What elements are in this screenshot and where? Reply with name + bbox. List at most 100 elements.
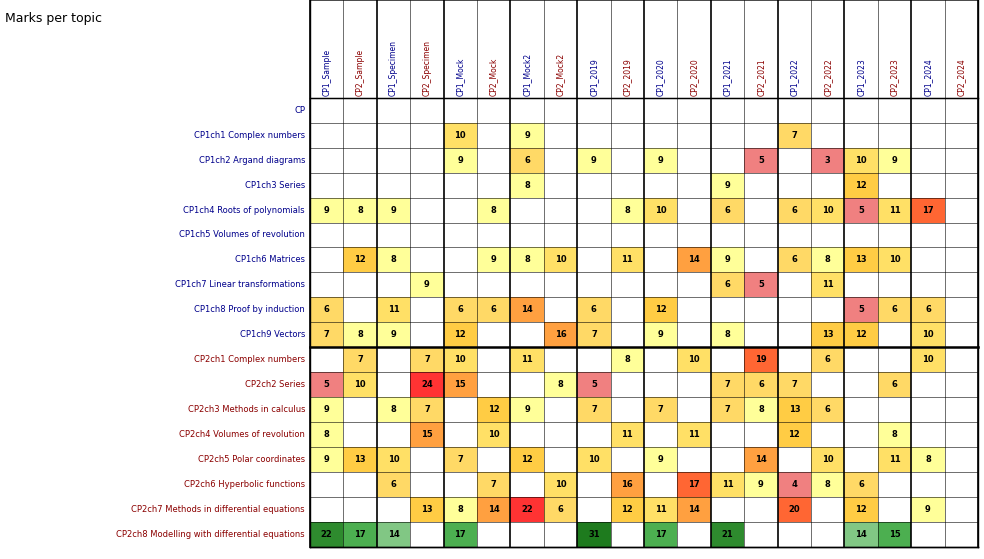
Text: 10: 10: [922, 355, 934, 364]
Text: CP1_2020: CP1_2020: [656, 58, 665, 96]
Bar: [677, 497, 710, 522]
Bar: [844, 297, 878, 322]
Text: 9: 9: [324, 455, 330, 464]
Bar: [744, 447, 777, 472]
Text: 5: 5: [858, 305, 864, 314]
Text: 8: 8: [558, 380, 564, 389]
Text: 14: 14: [522, 305, 533, 314]
Text: 8: 8: [524, 255, 530, 264]
Bar: [377, 322, 410, 347]
Text: 9: 9: [524, 131, 530, 140]
Bar: [343, 248, 377, 272]
Text: CP2_2020: CP2_2020: [690, 58, 699, 96]
Text: 14: 14: [388, 530, 400, 539]
Text: 5: 5: [758, 281, 764, 290]
Bar: [811, 322, 844, 347]
Text: CP1_2021: CP1_2021: [723, 58, 732, 96]
Text: 10: 10: [689, 355, 700, 364]
Text: CP1_2024: CP1_2024: [924, 58, 933, 96]
Bar: [645, 397, 677, 422]
Bar: [444, 123, 477, 148]
Text: 9: 9: [524, 405, 530, 414]
Text: 9: 9: [724, 181, 730, 190]
Text: 14: 14: [688, 255, 700, 264]
Text: 6: 6: [892, 380, 897, 389]
Bar: [677, 248, 710, 272]
Text: 13: 13: [822, 330, 833, 339]
Bar: [878, 297, 911, 322]
Bar: [410, 347, 444, 372]
Text: 8: 8: [758, 405, 764, 414]
Bar: [377, 248, 410, 272]
Text: 9: 9: [658, 155, 663, 165]
Text: 9: 9: [324, 405, 330, 414]
Text: CP2_Mock: CP2_Mock: [489, 57, 498, 96]
Text: 5: 5: [758, 155, 764, 165]
Text: 7: 7: [324, 330, 330, 339]
Text: 9: 9: [892, 155, 897, 165]
Text: 19: 19: [755, 355, 767, 364]
Text: 14: 14: [755, 455, 767, 464]
Bar: [310, 422, 343, 447]
Bar: [645, 297, 677, 322]
Text: 7: 7: [491, 480, 497, 489]
Text: 10: 10: [855, 155, 867, 165]
Bar: [911, 347, 945, 372]
Bar: [710, 272, 744, 297]
Text: 10: 10: [889, 255, 900, 264]
Text: 6: 6: [724, 281, 730, 290]
Text: 9: 9: [491, 255, 497, 264]
Text: CP2ch2 Series: CP2ch2 Series: [245, 380, 305, 389]
Bar: [777, 197, 811, 222]
Text: CP2ch5 Polar coordinates: CP2ch5 Polar coordinates: [198, 455, 305, 464]
Text: 8: 8: [391, 405, 397, 414]
Text: 8: 8: [925, 455, 931, 464]
Bar: [343, 447, 377, 472]
Bar: [611, 472, 645, 497]
Bar: [377, 522, 410, 547]
Bar: [578, 522, 611, 547]
Text: 17: 17: [354, 530, 366, 539]
Text: CP1_Specimen: CP1_Specimen: [389, 40, 398, 96]
Bar: [811, 148, 844, 173]
Bar: [343, 197, 377, 222]
Text: 21: 21: [721, 530, 733, 539]
Bar: [511, 447, 544, 472]
Text: CP1ch3 Series: CP1ch3 Series: [245, 181, 305, 190]
Text: CP1_2023: CP1_2023: [857, 58, 866, 96]
Bar: [844, 522, 878, 547]
Text: 12: 12: [522, 455, 533, 464]
Bar: [511, 123, 544, 148]
Text: 8: 8: [391, 255, 397, 264]
Text: 8: 8: [825, 255, 830, 264]
Bar: [477, 197, 511, 222]
Text: CP2_Mock2: CP2_Mock2: [556, 53, 565, 96]
Text: 5: 5: [858, 206, 864, 215]
Text: 15: 15: [455, 380, 466, 389]
Bar: [844, 173, 878, 197]
Text: 10: 10: [388, 455, 400, 464]
Text: 6: 6: [391, 480, 397, 489]
Text: 24: 24: [421, 380, 433, 389]
Bar: [744, 347, 777, 372]
Text: 9: 9: [424, 281, 430, 290]
Bar: [578, 397, 611, 422]
Text: CP1ch5 Volumes of revolution: CP1ch5 Volumes of revolution: [179, 230, 305, 239]
Text: 10: 10: [455, 131, 466, 140]
Text: 8: 8: [491, 206, 497, 215]
Bar: [844, 148, 878, 173]
Text: 11: 11: [388, 305, 400, 314]
Text: CP1_Mock: CP1_Mock: [456, 57, 464, 96]
Text: 12: 12: [855, 330, 867, 339]
Bar: [645, 497, 677, 522]
Text: 6: 6: [858, 480, 864, 489]
Bar: [710, 397, 744, 422]
Text: CP1_2019: CP1_2019: [589, 58, 598, 96]
Bar: [578, 322, 611, 347]
Bar: [744, 272, 777, 297]
Text: 10: 10: [555, 255, 567, 264]
Bar: [310, 397, 343, 422]
Text: 6: 6: [791, 255, 797, 264]
Bar: [511, 148, 544, 173]
Bar: [744, 472, 777, 497]
